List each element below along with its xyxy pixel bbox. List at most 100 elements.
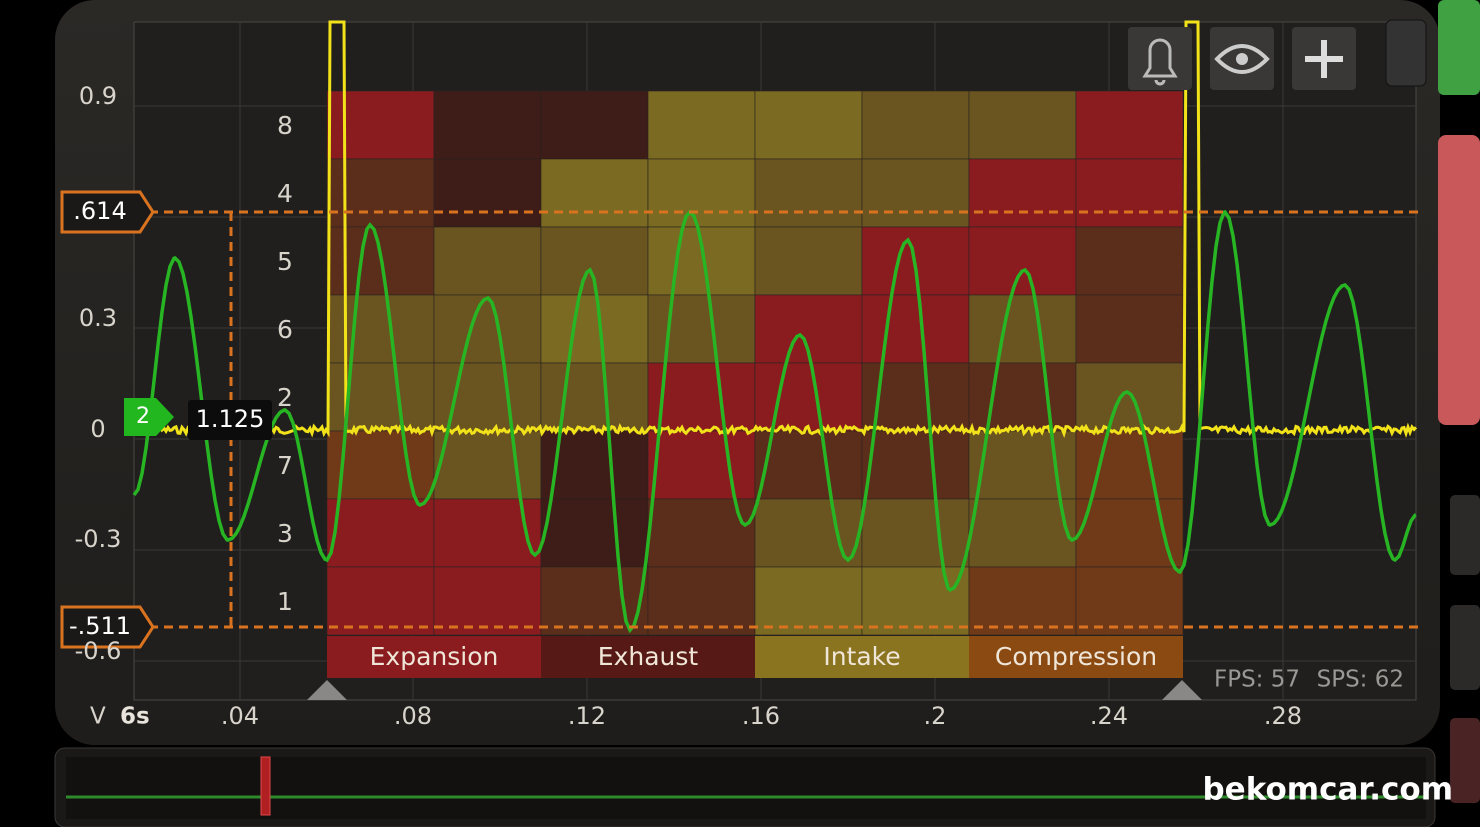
heatmap-cell [433,226,542,296]
heatmap-cell [968,294,1077,364]
phase-band [755,636,969,678]
heatmap-cell [540,566,649,636]
heatmap-cell [1075,158,1184,228]
side-button[interactable] [1450,495,1480,575]
cursor-value: .614 [73,197,126,225]
toolbar [1128,19,1427,90]
heatmap-cell [861,294,970,364]
heatmap-cell [433,158,542,228]
cylinder-label: 6 [277,315,293,344]
heatmap-cell [647,294,756,364]
x-tick-label: .08 [394,702,432,730]
heatmap-cell [540,498,649,568]
side-button[interactable] [1450,605,1480,690]
x-tick-label: .28 [1264,702,1302,730]
bell-button[interactable] [1128,27,1192,90]
heatmap-cell [968,158,1077,228]
heatmap-cell [647,158,756,228]
heatmap-cell [1075,498,1184,568]
heatmap-cell [326,498,435,568]
x-tick-label: .2 [924,702,947,730]
red-tab[interactable] [1438,135,1480,425]
heatmap-cell [326,566,435,636]
green-tab[interactable] [1438,0,1480,95]
y-tick-label: -0.6 [75,637,122,665]
cylinder-label: 1 [277,587,293,616]
heatmap-cell [1075,362,1184,432]
heatmap-cell [968,498,1077,568]
cylinder-label: 2 [277,383,293,412]
labels: Expansion Exhaust Intake Compression 8 4 5 6 2 7 3… [60,82,1404,730]
waveforms [132,20,1420,634]
heatmap-cell [754,430,863,500]
eye-pupil [1236,53,1248,65]
heatmap-cell [968,226,1077,296]
phase-band [969,636,1183,678]
heatmap-cell [861,430,970,500]
heatmap-cell [1075,566,1184,636]
heatmap-cell [647,566,756,636]
side-button[interactable] [1450,718,1480,803]
heatmap-cell [433,566,542,636]
heatmap-cell [1075,226,1184,296]
sps-stat: SPS: 62 [1317,667,1404,693]
heatmap-cell [1075,90,1184,160]
heatmap-cell [1075,294,1184,364]
cylinder-label: 8 [277,111,293,140]
cylinder-label: 3 [277,519,293,548]
readout-value: 1.125 [196,405,265,433]
green-trace [132,209,1417,634]
x-tick-label: .04 [221,702,259,730]
cylinder-label: 7 [277,451,293,480]
eye-icon [1214,44,1270,74]
heatmap-cell [754,158,863,228]
heatmap-cell [433,294,542,364]
channel-tag [124,398,174,436]
heatmap-cell [540,362,649,432]
heatmap-cell [433,430,542,500]
bell-icon [1142,38,1178,86]
yellow-trace [133,20,1418,439]
heatmap-cell [968,566,1077,636]
watermark: bekomcar.com [1202,772,1453,808]
phase-band [541,636,755,678]
heatmap-cell [754,566,863,636]
heatmap-cell [754,226,863,296]
x-tick-label: .12 [568,702,606,730]
x-tick-label: .16 [742,702,780,730]
heatmap-cell [1075,430,1184,500]
channel-number: 2 [136,404,150,429]
phase-label: Exhaust [598,642,699,671]
heatmap-cell [968,90,1077,160]
heatmap-cell [861,566,970,636]
heatmap-cell [540,90,649,160]
overview-marker[interactable] [260,756,271,816]
overview-track[interactable] [66,757,1426,819]
heatmap-cell [326,158,435,228]
heatmap-cell [861,498,970,568]
heatmap-cell [968,362,1077,432]
heatmap-cell [647,90,756,160]
cylinder-label: 4 [277,179,293,208]
phase-label: Intake [823,642,900,671]
heatmap-cell [540,158,649,228]
drawer-handle[interactable] [1385,19,1427,87]
plus-icon [1305,40,1343,78]
fps-stat: FPS: 57 [1214,667,1300,693]
heatmap [326,90,1184,678]
x-tick-label: .24 [1090,702,1128,730]
axis-unit: V [90,704,106,730]
heatmap-cell [647,430,756,500]
y-tick-label: 0.3 [79,304,117,332]
phase-band [327,636,541,678]
heatmap-cell [326,294,435,364]
heatmap-cell [326,362,435,432]
cursor-value: -.511 [69,612,131,640]
heatmap-cell [754,90,863,160]
y-tick-label: 0 [90,415,105,443]
heatmap-cell [861,158,970,228]
phase-label: Expansion [370,642,499,671]
trigger-marker [307,680,347,700]
